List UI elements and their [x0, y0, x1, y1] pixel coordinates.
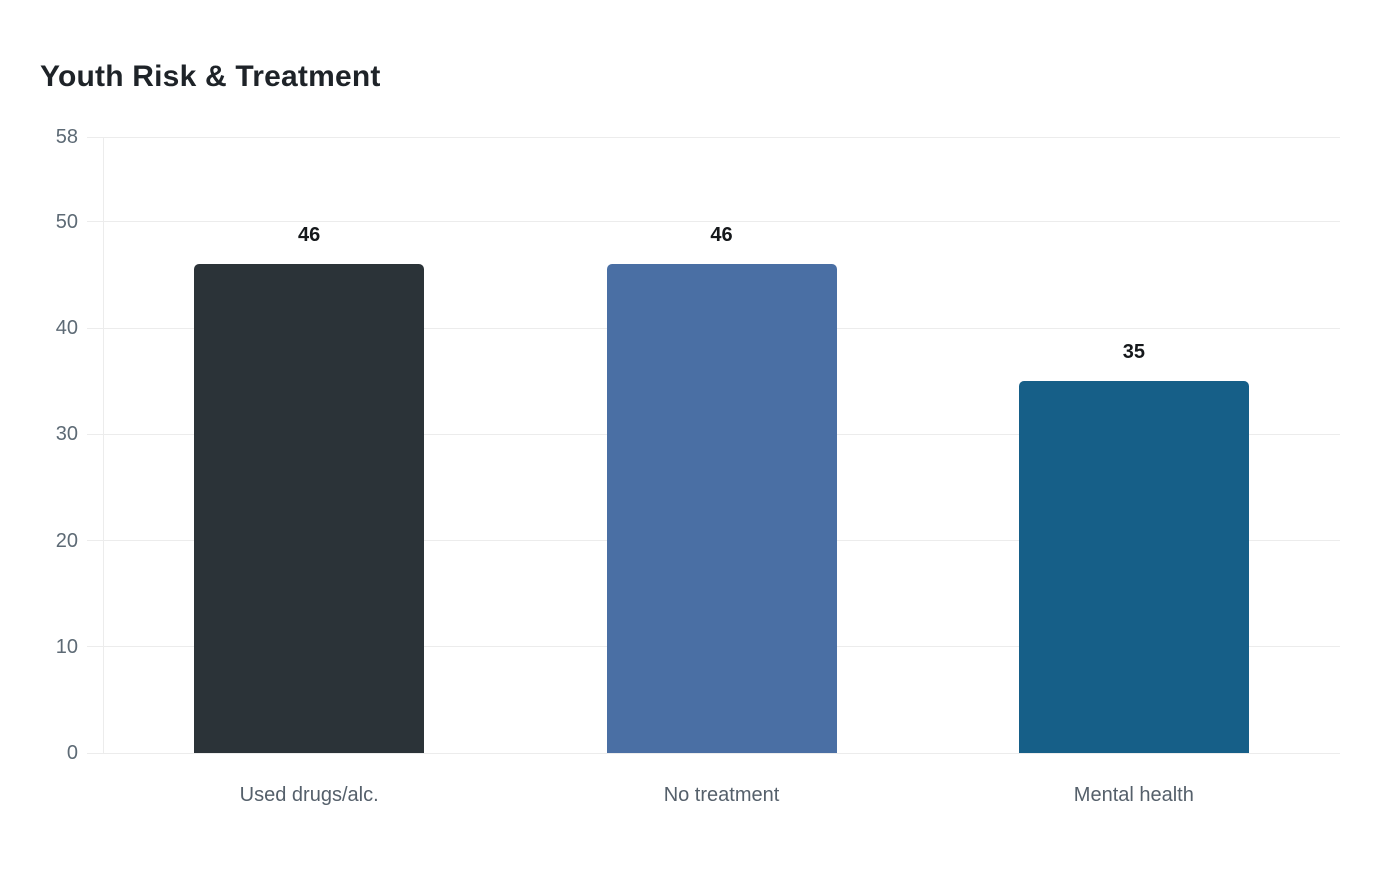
gridline: [87, 136, 1340, 138]
bar: [606, 264, 837, 753]
bar: [194, 264, 425, 753]
y-tick-label: 0: [66, 742, 78, 764]
x-category-label: Used drugs/alc.: [239, 784, 379, 806]
x-category-label: Mental health: [1073, 784, 1194, 806]
gridline: [87, 221, 1340, 223]
bar-value-label: 35: [1122, 341, 1145, 364]
y-tick-label: 50: [55, 210, 78, 233]
bar: [1018, 381, 1249, 753]
x-category-label: No treatment: [663, 784, 780, 806]
y-tick-label: 10: [55, 635, 78, 658]
bar-value-label: 46: [710, 224, 733, 247]
y-tick-label: 58: [55, 126, 78, 148]
y-axis-line: [103, 137, 104, 753]
bar-value-label: 46: [298, 224, 321, 247]
y-tick-label: 40: [55, 317, 78, 340]
chart-title: Youth Risk & Treatment: [40, 60, 381, 93]
gridline: [87, 752, 1340, 754]
y-tick-label: 20: [55, 529, 78, 552]
y-tick-label: 30: [55, 423, 78, 446]
